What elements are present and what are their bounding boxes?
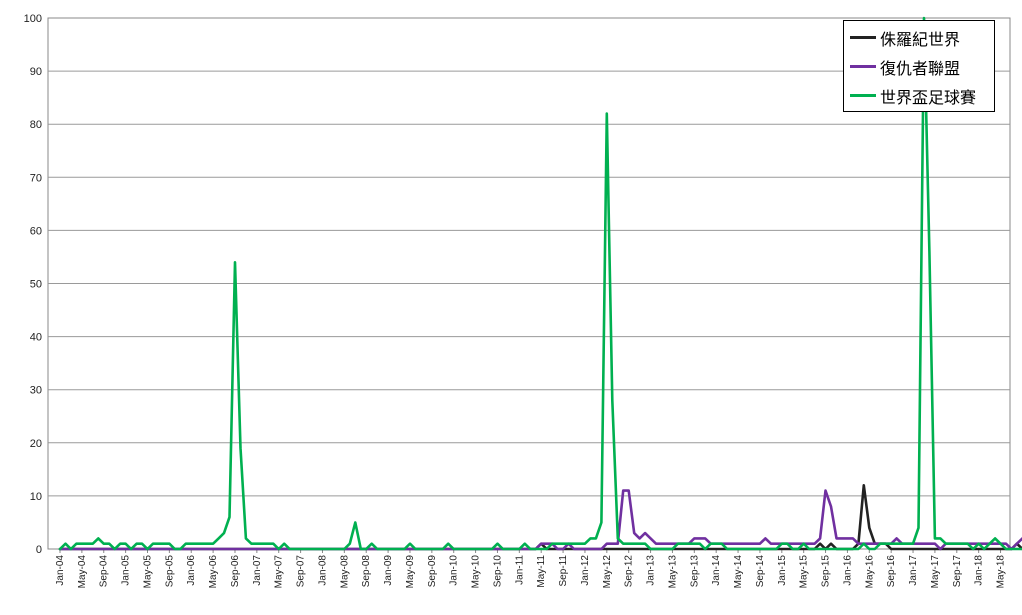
x-tick-label: May-13 (667, 555, 678, 589)
x-tick-label: Sep-11 (558, 555, 569, 587)
legend-item-jurassic-world: 侏羅紀世界 (850, 23, 988, 52)
y-tick-label: 0 (36, 544, 42, 556)
x-tick-label: Jan-16 (842, 555, 853, 586)
x-tick-label: Jan-08 (317, 555, 328, 586)
x-tick-label: Jan-14 (711, 555, 722, 586)
y-tick-label: 70 (30, 172, 42, 184)
legend-item-avengers: 復仇者聯盟 (850, 52, 988, 81)
legend: 侏羅紀世界 復仇者聯盟 世界盃足球賽 (843, 20, 995, 112)
x-tick-label: May-10 (471, 555, 482, 589)
legend-swatch (850, 36, 876, 39)
x-tick-label: May-15 (799, 555, 810, 589)
x-axis: Jan-04 May-04 Sep-04 Jan-05 May-05 Sep-05 Jan-… (55, 549, 1007, 588)
x-tick-label: Jan-04 (55, 555, 66, 586)
x-tick-label: Jan-05 (121, 555, 132, 586)
y-tick-label: 10 (30, 491, 42, 503)
x-tick-label: May-17 (930, 555, 941, 589)
x-tick-label: May-18 (996, 555, 1007, 589)
x-tick-label: May-05 (142, 555, 153, 589)
x-tick-label: Jan-15 (777, 555, 788, 586)
series-group (58, 16, 1022, 551)
x-tick-label: Jan-13 (646, 555, 657, 586)
x-tick-label: Jan-11 (514, 555, 525, 585)
series-line-2 (58, 16, 1022, 551)
y-tick-label: 40 (30, 332, 42, 344)
x-tick-label: Sep-04 (99, 555, 110, 588)
x-tick-label: Sep-15 (821, 555, 832, 588)
x-tick-label: May-16 (864, 555, 875, 589)
y-tick-label: 30 (30, 385, 42, 397)
x-tick-label: Sep-05 (164, 555, 175, 588)
y-tick-label: 50 (30, 279, 42, 291)
x-tick-label: Sep-06 (230, 555, 241, 588)
legend-item-world-cup: 世界盃足球賽 (850, 81, 988, 110)
x-tick-label: Sep-07 (296, 555, 307, 588)
legend-label: 世界盃足球賽 (880, 87, 977, 107)
x-tick-label: May-07 (274, 555, 285, 589)
series-line-1 (58, 489, 1022, 551)
legend-label: 復仇者聯盟 (880, 58, 961, 78)
x-tick-label: Jan-12 (580, 555, 591, 586)
x-tick-label: Jan-10 (449, 555, 460, 586)
y-axis: 0 10 20 30 40 50 60 70 80 90 100 (24, 13, 42, 556)
x-tick-label: Sep-09 (427, 555, 438, 588)
x-tick-label: May-12 (602, 555, 613, 589)
y-tick-label: 80 (30, 119, 42, 131)
x-tick-label: May-08 (339, 555, 350, 589)
x-tick-label: Jan-17 (908, 555, 919, 586)
x-tick-label: Sep-16 (886, 555, 897, 588)
x-tick-label: Sep-08 (361, 555, 372, 588)
x-tick-label: Sep-17 (952, 555, 963, 588)
y-tick-label: 100 (24, 13, 42, 25)
x-tick-label: Sep-13 (689, 555, 700, 588)
x-tick-label: May-06 (208, 555, 219, 589)
legend-swatch (850, 65, 876, 68)
x-tick-label: May-04 (77, 555, 88, 589)
y-tick-label: 20 (30, 438, 42, 450)
x-tick-label: May-09 (405, 555, 416, 589)
x-tick-label: Jan-07 (252, 555, 263, 586)
x-tick-label: Jan-06 (186, 555, 197, 586)
y-tick-label: 90 (30, 66, 42, 78)
y-tick-label: 60 (30, 225, 42, 237)
x-tick-label: Sep-10 (492, 555, 503, 588)
x-tick-label: Jan-18 (974, 555, 985, 586)
x-tick-label: May-14 (733, 555, 744, 589)
x-tick-label: Jan-09 (383, 555, 394, 586)
x-tick-label: Sep-14 (755, 555, 766, 588)
legend-label: 侏羅紀世界 (880, 29, 961, 49)
x-tick-label: May-11 (536, 555, 547, 588)
legend-swatch (850, 94, 876, 97)
x-tick-label: Sep-12 (624, 555, 635, 588)
